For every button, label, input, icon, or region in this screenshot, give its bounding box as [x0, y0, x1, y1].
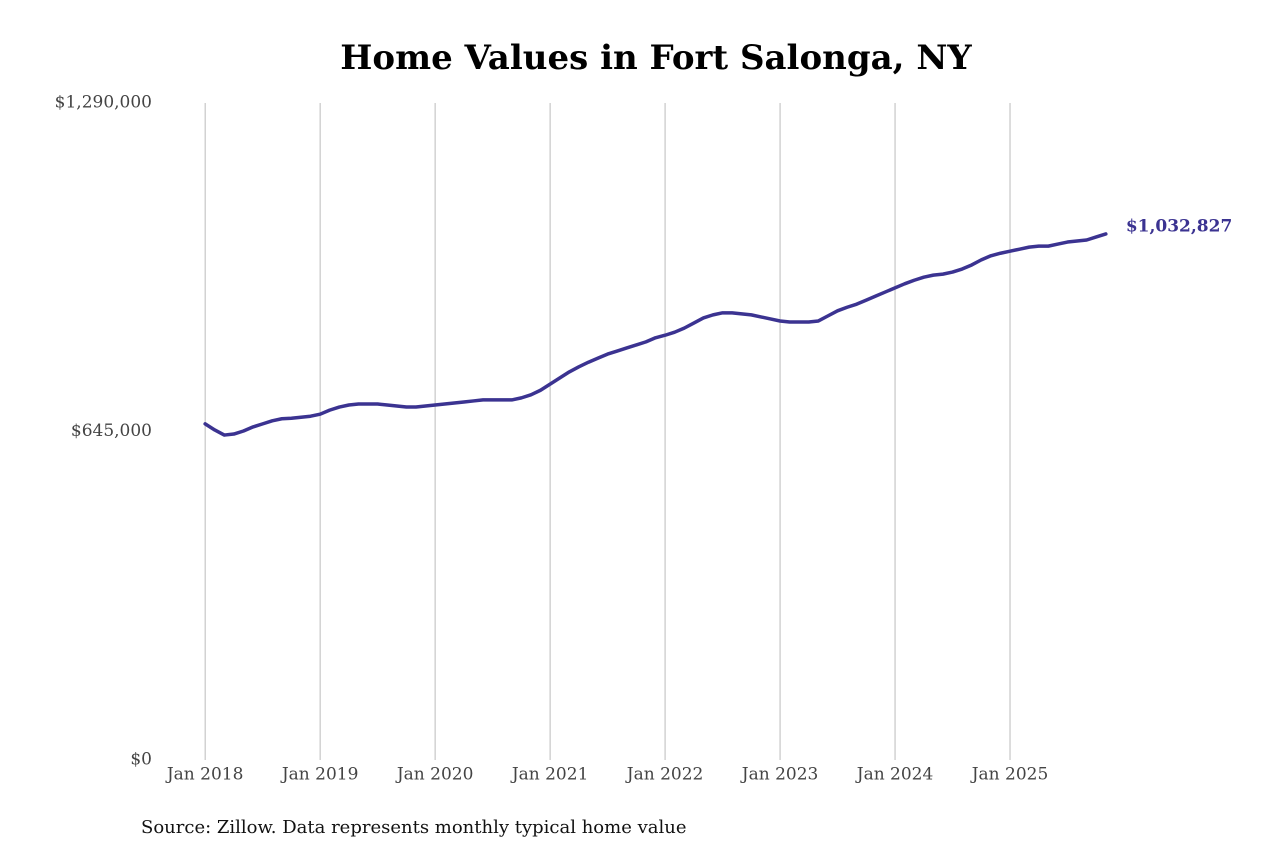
y-tick-label: $1,290,000	[55, 93, 152, 113]
series-line	[203, 232, 1108, 437]
x-tick-label: Jan 2023	[740, 765, 819, 785]
x-tick-label: Jan 2020	[395, 765, 474, 785]
x-tick-label: Jan 2025	[970, 765, 1049, 785]
data-label: $1,032,827	[1126, 216, 1232, 236]
x-tick-label: Jan 2018	[165, 765, 244, 785]
x-tick-label: Jan 2022	[625, 765, 704, 785]
y-tick-label: $0	[130, 750, 152, 770]
chart-title: Home Values in Fort Salonga, NY	[340, 38, 972, 78]
y-tick-label: $645,000	[71, 421, 152, 441]
x-tick-label: Jan 2024	[855, 765, 934, 785]
source-note: Source: Zillow. Data represents monthly …	[141, 817, 687, 838]
x-tick-label: Jan 2021	[510, 765, 589, 785]
x-tick-label: Jan 2019	[280, 765, 359, 785]
